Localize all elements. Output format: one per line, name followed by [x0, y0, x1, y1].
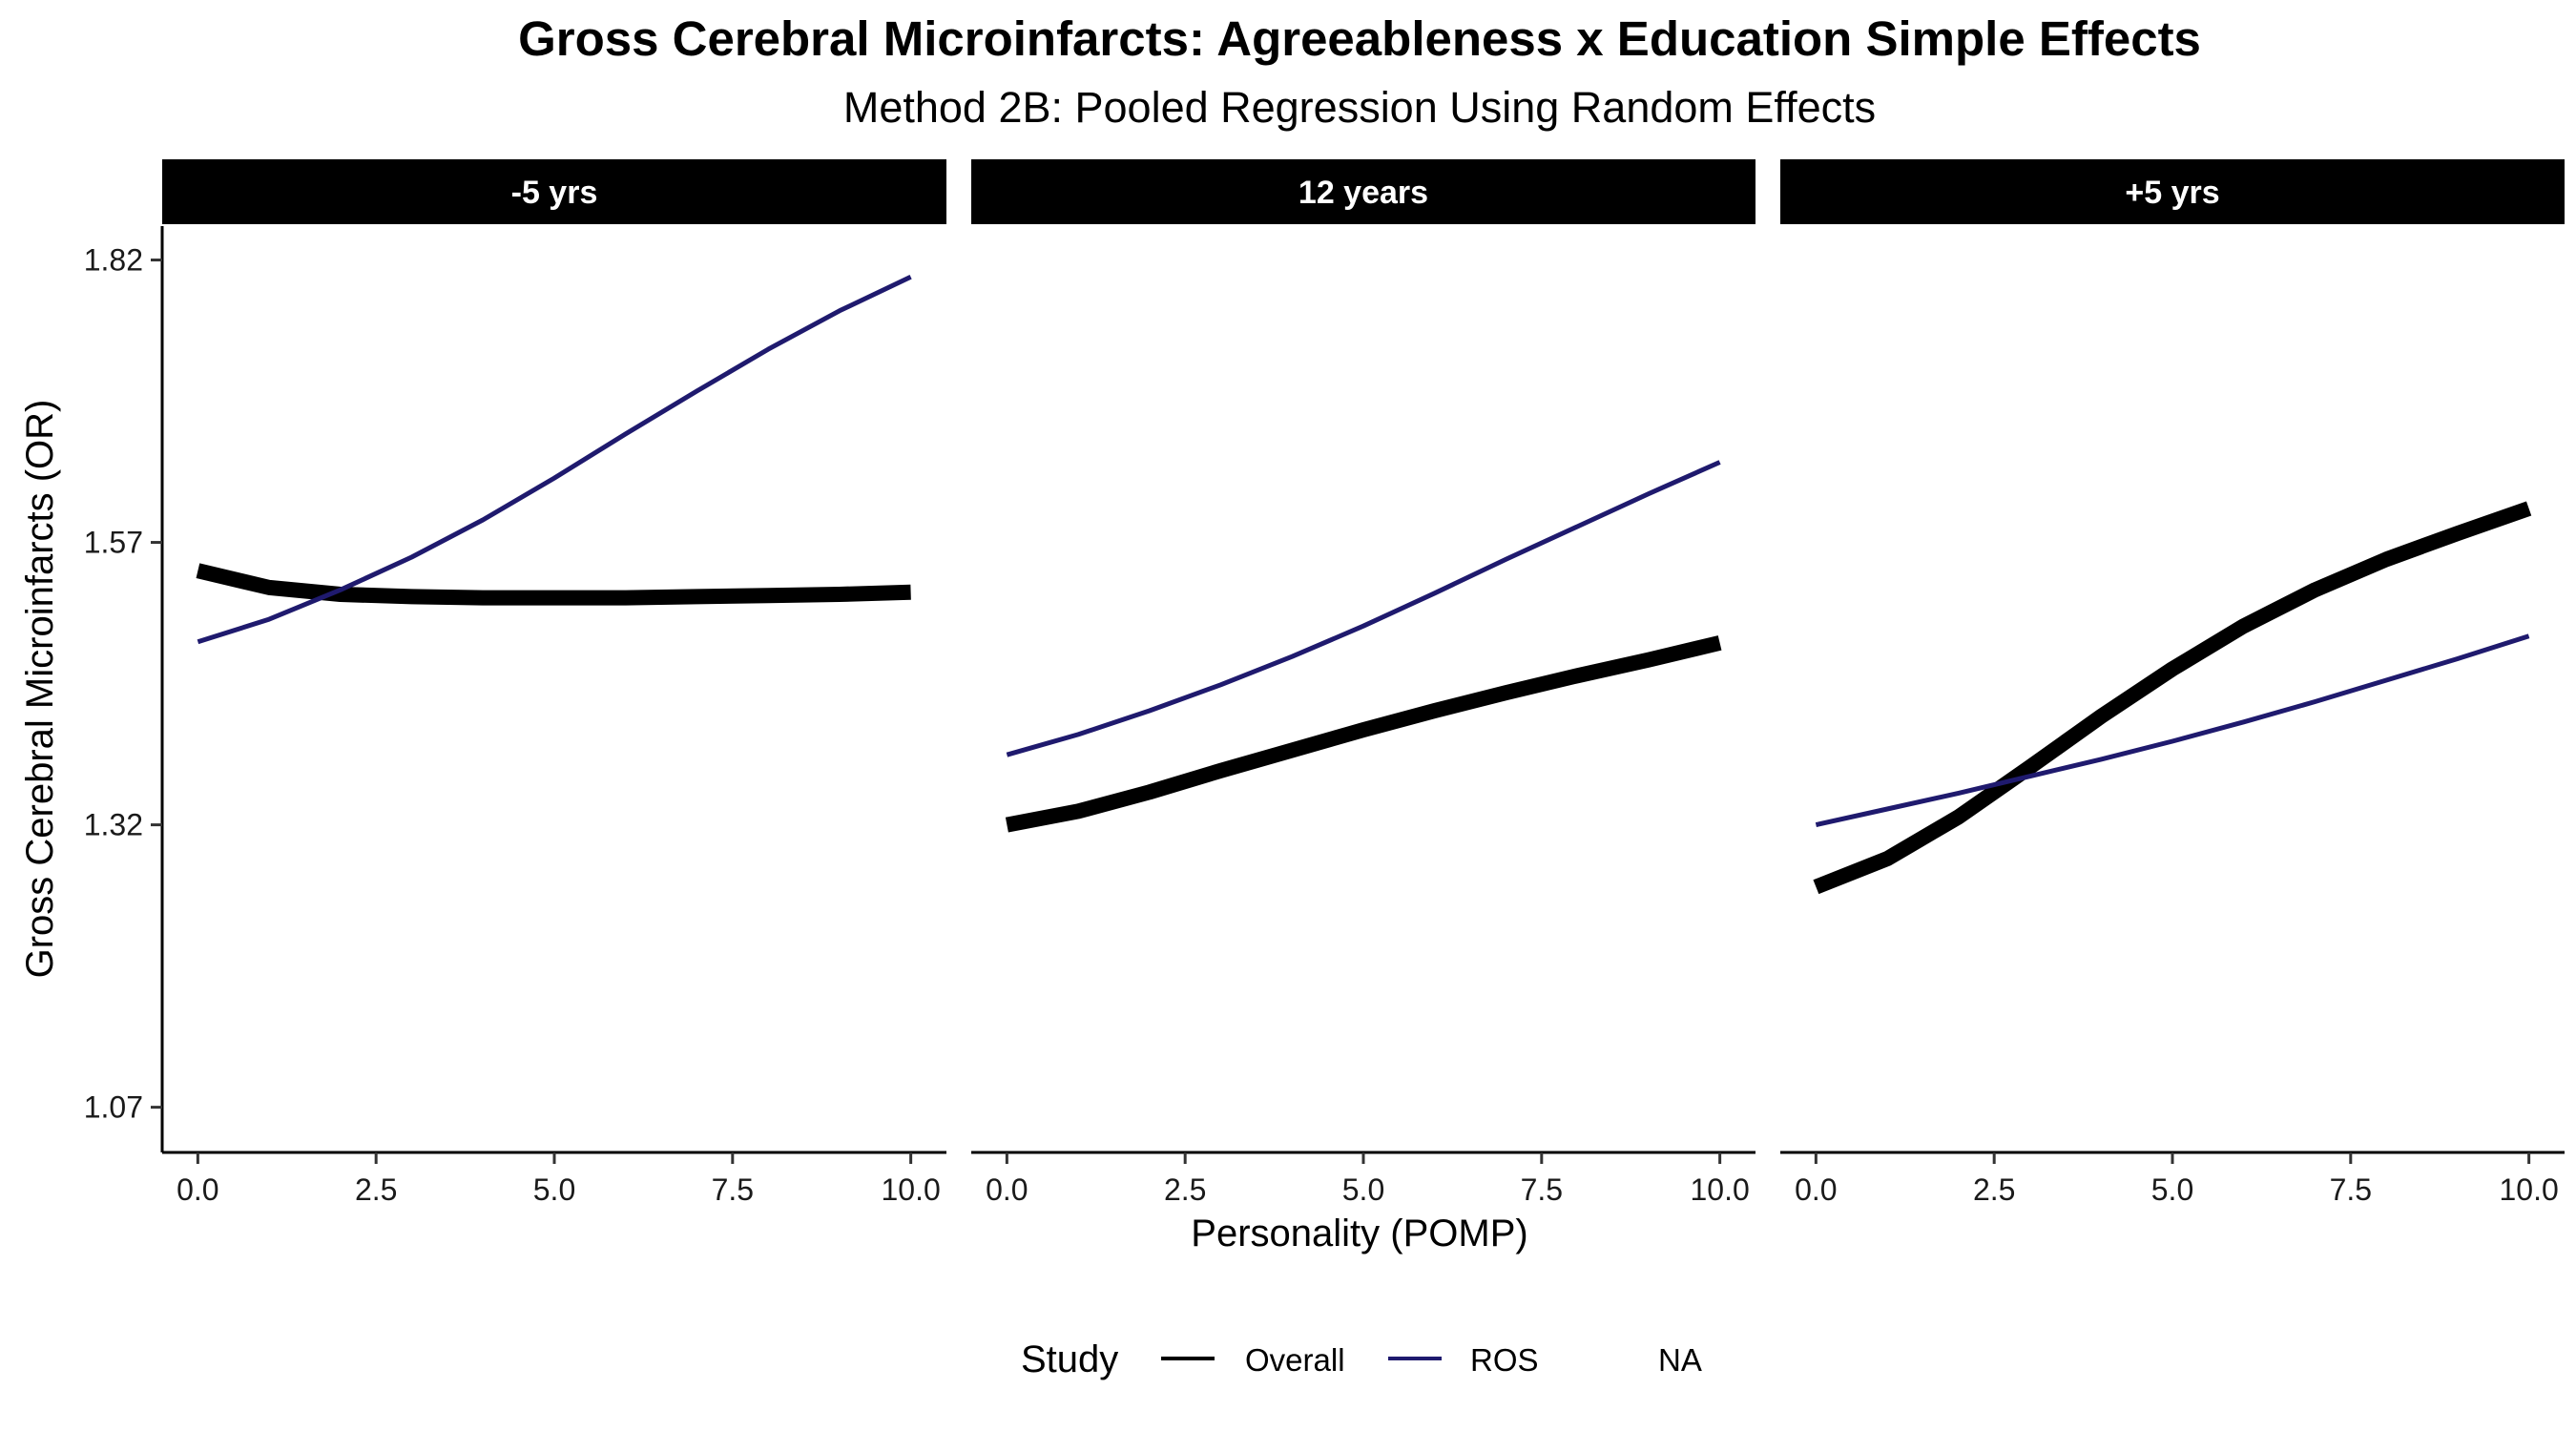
x-tick-label: 7.5 — [712, 1172, 754, 1207]
x-tick-label: 2.5 — [355, 1172, 397, 1207]
legend-label-na: NA — [1658, 1342, 1702, 1378]
x-tick-label: 2.5 — [1973, 1172, 2015, 1207]
x-tick-label: 5.0 — [533, 1172, 575, 1207]
y-tick-label: 1.82 — [84, 243, 143, 278]
y-tick-label: 1.32 — [84, 808, 143, 842]
facet-strip — [162, 159, 946, 224]
chart-title: Gross Cerebral Microinfarcts: Agreeablen… — [518, 11, 2201, 66]
series-line-ros — [197, 275, 912, 645]
x-tick-label: 10.0 — [881, 1172, 940, 1207]
x-tick-label: 5.0 — [2151, 1172, 2193, 1207]
panels: -5 yrs 0.0 2.5 5.0 7.5 10.0 1.07 1.32 1.57 1.82 12… — [84, 159, 2565, 1207]
x-tick-label: 10.0 — [2499, 1172, 2558, 1207]
y-tick-label: 1.07 — [84, 1090, 143, 1125]
x-tick-label: 7.5 — [1521, 1172, 1563, 1207]
series-line-overall — [196, 563, 911, 606]
x-tick-label: 0.0 — [1795, 1172, 1837, 1207]
x-tick-label: 2.5 — [1164, 1172, 1206, 1207]
chart-subtitle: Method 2B: Pooled Regression Using Rando… — [843, 83, 1876, 132]
series-line-overall — [1813, 501, 2532, 895]
legend-title: Study — [1021, 1338, 1118, 1380]
facet-strip-label: -5 yrs — [511, 175, 598, 211]
series-line-ros — [1815, 633, 2530, 828]
x-tick-label: 0.0 — [986, 1172, 1028, 1207]
x-tick-label: 0.0 — [177, 1172, 218, 1207]
facet-strip-label: 12 years — [1298, 175, 1428, 211]
series-line-overall — [1005, 635, 1722, 833]
legend-label-ros: ROS — [1470, 1342, 1539, 1378]
panel-1: 12 years 0.0 2.5 5.0 7.5 10.0 — [971, 159, 1755, 1207]
x-tick-label: 7.5 — [2330, 1172, 2372, 1207]
y-tick-label: 1.57 — [84, 526, 143, 560]
series-line-ros — [1006, 460, 1721, 757]
x-tick-label: 5.0 — [1342, 1172, 1384, 1207]
facet-strip — [1780, 159, 2565, 224]
y-axis-label: Gross Cerebral Microinfarcts (OR) — [19, 400, 61, 979]
x-tick-label: 10.0 — [1690, 1172, 1749, 1207]
panel-2: +5 yrs 0.0 2.5 5.0 7.5 10.0 — [1780, 159, 2565, 1207]
facet-strip — [971, 159, 1755, 224]
legend-label-overall: Overall — [1245, 1342, 1345, 1378]
facet-strip-label: +5 yrs — [2125, 175, 2219, 211]
panel-0: -5 yrs 0.0 2.5 5.0 7.5 10.0 1.07 1.32 1.57 1.82 — [84, 159, 946, 1207]
x-axis-label: Personality (POMP) — [1191, 1213, 1527, 1255]
legend: Study Overall ROS NA — [1021, 1338, 1702, 1380]
